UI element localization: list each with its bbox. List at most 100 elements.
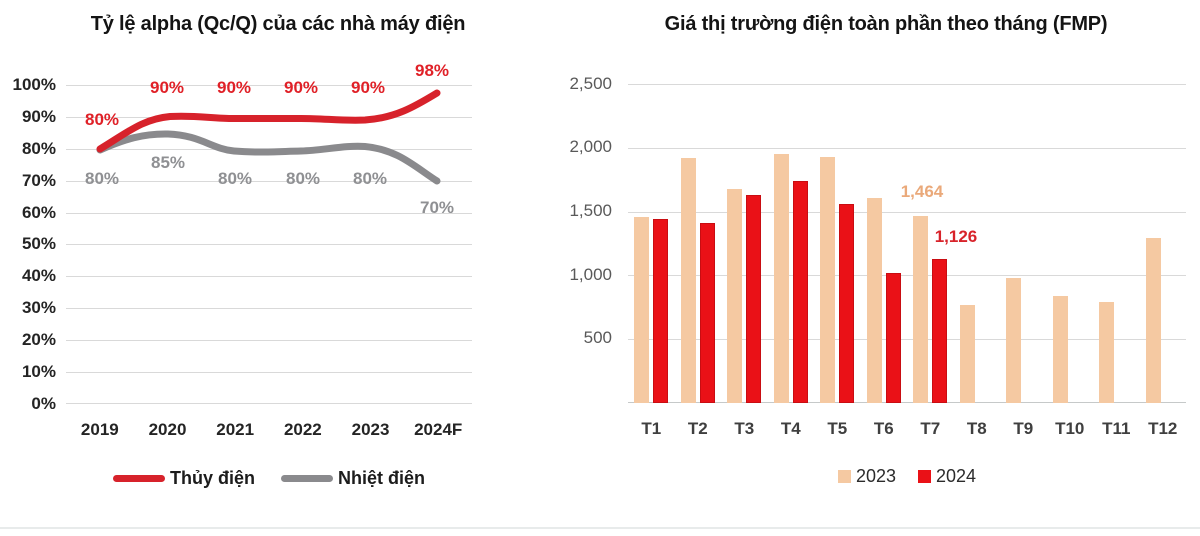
legend-label: 2023 [855, 466, 896, 486]
data-label-red-2023: 90% [350, 78, 386, 97]
gridline-1000 [628, 275, 1186, 276]
y-tick: 80% [21, 139, 56, 158]
x-tick: 2021 [216, 420, 255, 439]
gridline-10 [66, 372, 472, 373]
x-tick: T3 [734, 419, 755, 438]
line-series-svg [96, 89, 441, 185]
legend-item-2024: 2024 [918, 466, 976, 487]
legend-label: Thủy điện [169, 468, 255, 488]
y-tick: 60% [21, 203, 56, 222]
data-label-gray-2021: 80% [217, 169, 253, 188]
thuy-dien-line [96, 89, 441, 153]
data-label-gray-2024f: 70% [419, 198, 455, 217]
y-tick: 90% [21, 107, 56, 126]
data-label-red-2024f: 98% [414, 61, 450, 80]
annotation-t7-2023: 1,464 [900, 182, 944, 201]
bar-2024-t5 [839, 203, 855, 403]
nhiet-dien-line [96, 130, 441, 185]
bar-group-t9 [1000, 84, 1047, 403]
gridline-0 [66, 403, 472, 404]
data-label-red-2019: 80% [84, 110, 120, 129]
y-tick: 70% [21, 171, 56, 190]
right-legend: 2023 2024 [628, 466, 1186, 487]
bar-group-t2 [675, 84, 722, 403]
thuy-dien-swatch-icon [112, 475, 165, 482]
x-tick: T5 [827, 419, 848, 438]
y-tick: 2,000 [569, 137, 612, 156]
x-tick: 2020 [148, 420, 187, 439]
x-tick: T9 [1013, 419, 1034, 438]
bar-2024-t6 [885, 272, 901, 403]
x-tick: T6 [873, 419, 894, 438]
series-2023-swatch-icon [837, 470, 851, 483]
x-tick: 2019 [80, 420, 119, 439]
bar-group-t8 [954, 84, 1001, 403]
gridline-40 [66, 276, 472, 277]
bar-2023-t4 [773, 154, 789, 403]
bar-2023-t7 [913, 216, 929, 403]
annotation-t7-2024: 1,126 [934, 227, 978, 246]
bar-group-t10 [1047, 84, 1094, 403]
x-axis-line [628, 402, 1186, 403]
bar-group-t3 [721, 84, 768, 403]
bar-group-t12 [1140, 84, 1187, 403]
bar-group-t6 [861, 84, 908, 403]
left-x-axis: 2019 2020 2021 2022 2023 2024F [66, 420, 472, 440]
x-tick: T2 [687, 419, 708, 438]
right-x-axis: T1 T2 T3 T4 T5 T6 T7 T8 T9 T10 T11 T12 [628, 419, 1186, 439]
bar-groups [628, 84, 1186, 403]
gridline-1500 [628, 212, 1186, 213]
bottom-divider [0, 527, 1200, 529]
legend-label: 2024 [936, 466, 977, 486]
bar-2024-t2 [699, 223, 715, 403]
gridline-2000 [628, 148, 1186, 149]
data-label-gray-2023: 80% [352, 169, 388, 188]
y-tick: 100% [12, 75, 56, 94]
right-plot-area [628, 84, 1186, 403]
x-tick: T7 [920, 419, 941, 438]
gridline-60 [66, 213, 472, 214]
x-tick: T12 [1148, 419, 1178, 438]
bar-group-t7 [907, 84, 954, 403]
x-tick: T8 [966, 419, 987, 438]
y-tick: 20% [21, 330, 56, 349]
bar-2023-t11 [1099, 302, 1115, 403]
legend-item-2023: 2023 [837, 466, 896, 487]
data-label-gray-2019: 80% [84, 169, 120, 188]
gridline-100 [66, 85, 472, 86]
x-tick: 2024F [414, 420, 463, 439]
x-tick: 2022 [283, 420, 322, 439]
y-tick: 40% [21, 266, 56, 285]
series-2024-swatch-icon [918, 470, 931, 483]
y-tick: 10% [21, 362, 56, 381]
bar-2023-t10 [1052, 295, 1068, 403]
x-tick: T11 [1102, 419, 1131, 438]
bar-2023-t5 [820, 156, 836, 403]
bar-group-t4 [768, 84, 815, 403]
x-tick: 2023 [351, 420, 390, 439]
bar-2024-t7 [932, 259, 948, 403]
data-label-gray-2020: 85% [150, 153, 186, 172]
bar-group-t1 [628, 84, 675, 403]
y-tick: 1,000 [569, 265, 612, 284]
gridline-500 [628, 339, 1186, 340]
legend-label: Nhiệt điện [337, 468, 425, 488]
data-label-gray-2022: 80% [285, 169, 321, 188]
gridline-2500 [628, 84, 1186, 85]
y-tick: 2,500 [569, 74, 612, 93]
bar-group-t11 [1093, 84, 1140, 403]
bar-2024-t4 [792, 180, 808, 403]
bar-2023-t1 [634, 216, 650, 403]
data-label-red-2020: 90% [149, 78, 185, 97]
legend-item-nhiet-dien: Nhiệt điện [280, 468, 425, 489]
bar-2023-t9 [1006, 277, 1022, 403]
gridline-70 [66, 181, 472, 182]
y-tick: 500 [583, 328, 612, 347]
gridline-20 [66, 340, 472, 341]
bar-2023-t2 [680, 158, 696, 403]
x-tick: T4 [780, 419, 801, 438]
y-tick: 1,500 [569, 201, 612, 220]
x-tick: T1 [641, 419, 662, 438]
bar-2023-t12 [1145, 238, 1161, 403]
